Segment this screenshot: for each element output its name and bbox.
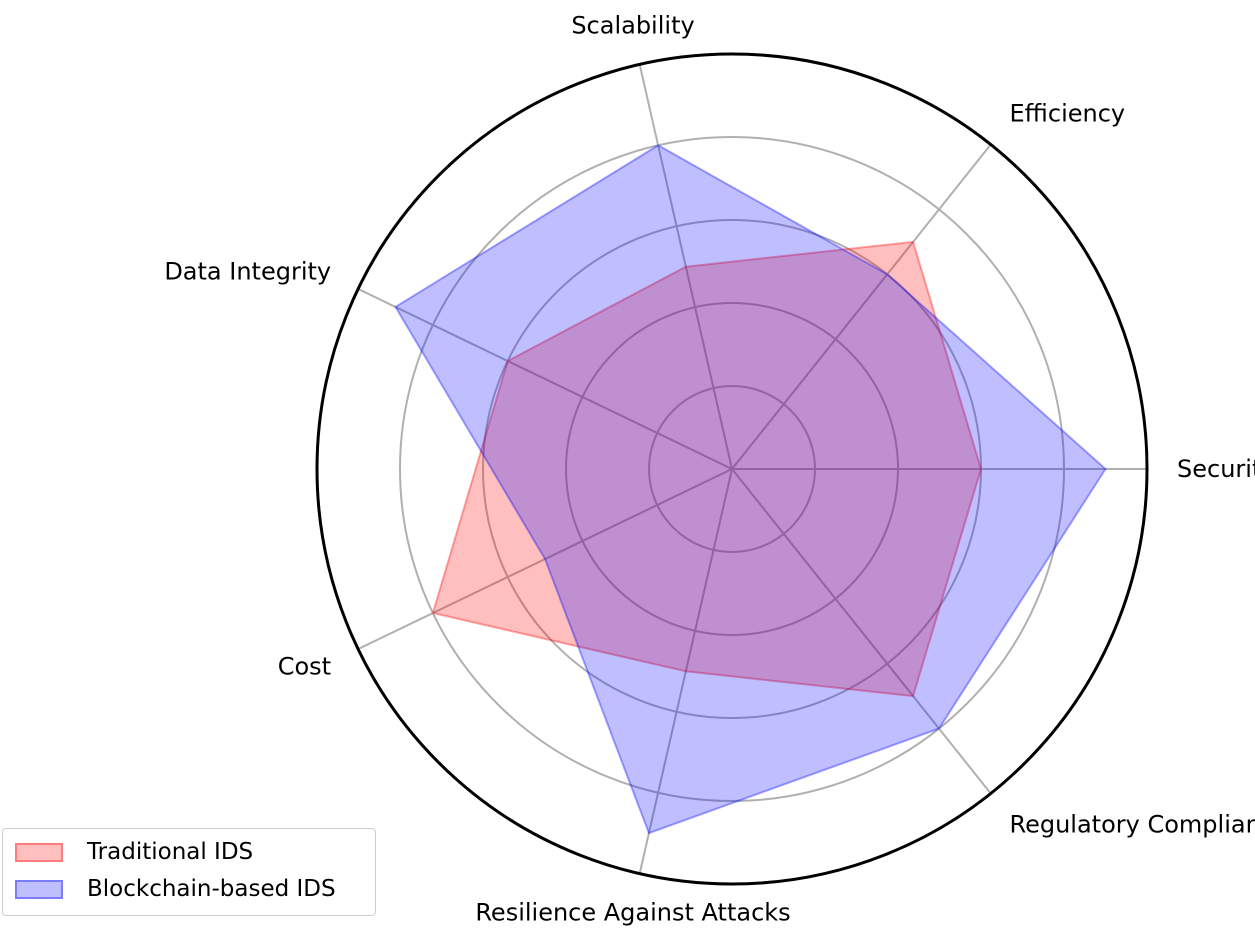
legend-label-blockchain-ids: Blockchain-based IDS	[87, 876, 336, 902]
series-area-1	[394, 144, 1107, 835]
legend-item-blockchain-ids: Blockchain-based IDS	[15, 874, 336, 904]
spoke-2	[638, 64, 733, 470]
category-label-0: Security	[1177, 455, 1255, 483]
category-label-2: Scalability	[571, 11, 694, 39]
radar-series	[315, 52, 1149, 886]
category-label-3: Data Integrity	[164, 258, 331, 286]
spoke-5	[638, 468, 733, 874]
legend-swatch-traditional-ids	[15, 842, 63, 862]
category-label-1: Efficiency	[1010, 99, 1126, 127]
spoke-3	[357, 288, 733, 470]
category-label-6: Regulatory Compliance	[1010, 811, 1255, 839]
spoke-6	[731, 468, 992, 795]
category-label-5: Resilience Against Attacks	[475, 899, 790, 927]
legend-swatch-blockchain-ids	[15, 879, 63, 899]
outer-frame	[315, 52, 1149, 886]
category-label-4: Cost	[278, 652, 331, 680]
legend-item-traditional-ids: Traditional IDS	[15, 837, 253, 867]
spoke-1	[731, 143, 992, 470]
legend-label-traditional-ids: Traditional IDS	[87, 839, 254, 865]
radar-grid	[357, 64, 1147, 874]
spoke-4	[357, 468, 733, 650]
legend: Traditional IDS Blockchain-based IDS	[2, 828, 376, 916]
series-area-0	[431, 240, 983, 698]
category-labels: Security Efficiency Scalability Data Integr…	[164, 11, 1255, 926]
